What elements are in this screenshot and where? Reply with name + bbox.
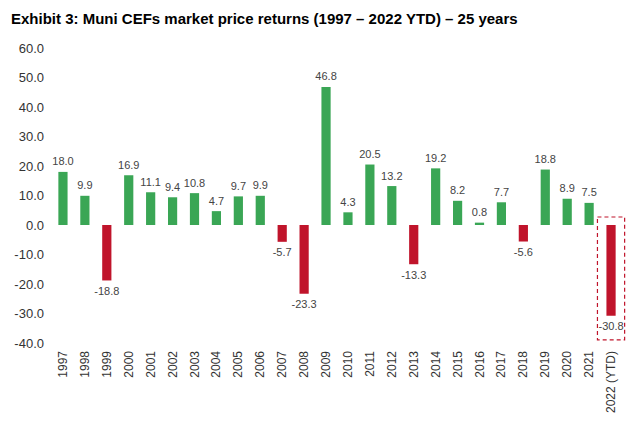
svg-text:7.5: 7.5 (581, 186, 596, 198)
svg-text:2016: 2016 (473, 351, 487, 378)
svg-text:8.9: 8.9 (560, 182, 575, 194)
svg-text:2020: 2020 (560, 351, 574, 378)
svg-text:20.5: 20.5 (359, 148, 380, 160)
svg-text:1997: 1997 (56, 351, 70, 378)
svg-text:2005: 2005 (231, 351, 245, 378)
svg-text:4.3: 4.3 (340, 196, 355, 208)
svg-text:-40.0: -40.0 (14, 336, 44, 351)
svg-text:2002: 2002 (166, 351, 180, 378)
svg-text:9.9: 9.9 (77, 179, 92, 191)
svg-text:-20.0: -20.0 (14, 277, 44, 292)
svg-text:9.9: 9.9 (253, 179, 268, 191)
svg-text:40.0: 40.0 (19, 100, 44, 115)
svg-text:2022 (YTD): 2022 (YTD) (604, 351, 618, 413)
svg-text:2019: 2019 (538, 351, 552, 378)
svg-text:2011: 2011 (363, 351, 377, 377)
svg-text:2008: 2008 (297, 351, 311, 378)
svg-text:9.4: 9.4 (165, 181, 180, 193)
svg-text:0.8: 0.8 (472, 206, 487, 218)
svg-text:2021: 2021 (582, 351, 596, 378)
svg-text:2009: 2009 (319, 351, 333, 378)
svg-text:50.0: 50.0 (19, 70, 44, 85)
svg-text:60.0: 60.0 (19, 41, 44, 56)
svg-text:2017: 2017 (494, 351, 508, 378)
svg-text:18.8: 18.8 (535, 153, 556, 165)
svg-text:-10.0: -10.0 (14, 247, 44, 262)
svg-text:1999: 1999 (100, 351, 114, 378)
svg-text:2015: 2015 (451, 351, 465, 378)
svg-text:2013: 2013 (407, 351, 421, 378)
svg-text:0.0: 0.0 (26, 218, 44, 233)
svg-text:-30.8: -30.8 (598, 320, 623, 332)
svg-text:16.9: 16.9 (118, 159, 139, 171)
svg-text:2006: 2006 (253, 351, 267, 378)
svg-text:-13.3: -13.3 (401, 269, 426, 281)
svg-text:-5.6: -5.6 (514, 246, 533, 258)
svg-text:-5.7: -5.7 (273, 246, 292, 258)
svg-text:Exhibit 3: Muni CEFs market pr: Exhibit 3: Muni CEFs market price return… (11, 10, 518, 27)
svg-text:2007: 2007 (275, 351, 289, 378)
svg-text:2004: 2004 (209, 351, 223, 378)
svg-text:-30.0: -30.0 (14, 306, 44, 321)
svg-text:19.2: 19.2 (425, 152, 446, 164)
svg-text:10.0: 10.0 (19, 188, 44, 203)
svg-text:20.0: 20.0 (19, 159, 44, 174)
svg-text:2018: 2018 (516, 351, 530, 378)
svg-text:11.1: 11.1 (140, 176, 161, 188)
svg-text:2001: 2001 (144, 351, 158, 378)
svg-text:2003: 2003 (188, 351, 202, 378)
svg-text:10.8: 10.8 (184, 177, 205, 189)
svg-text:-18.8: -18.8 (94, 285, 119, 297)
svg-text:-23.3: -23.3 (292, 298, 317, 310)
svg-text:9.7: 9.7 (231, 180, 246, 192)
svg-text:1998: 1998 (78, 351, 92, 378)
svg-text:7.7: 7.7 (494, 186, 509, 198)
svg-text:8.2: 8.2 (450, 184, 465, 196)
svg-text:2014: 2014 (429, 351, 443, 378)
svg-text:2010: 2010 (341, 351, 355, 378)
svg-text:18.0: 18.0 (52, 155, 73, 167)
svg-text:2000: 2000 (122, 351, 136, 378)
svg-text:2012: 2012 (385, 351, 399, 378)
svg-text:46.8: 46.8 (315, 70, 336, 82)
svg-text:13.2: 13.2 (381, 170, 402, 182)
svg-text:4.7: 4.7 (209, 195, 224, 207)
svg-text:30.0: 30.0 (19, 129, 44, 144)
